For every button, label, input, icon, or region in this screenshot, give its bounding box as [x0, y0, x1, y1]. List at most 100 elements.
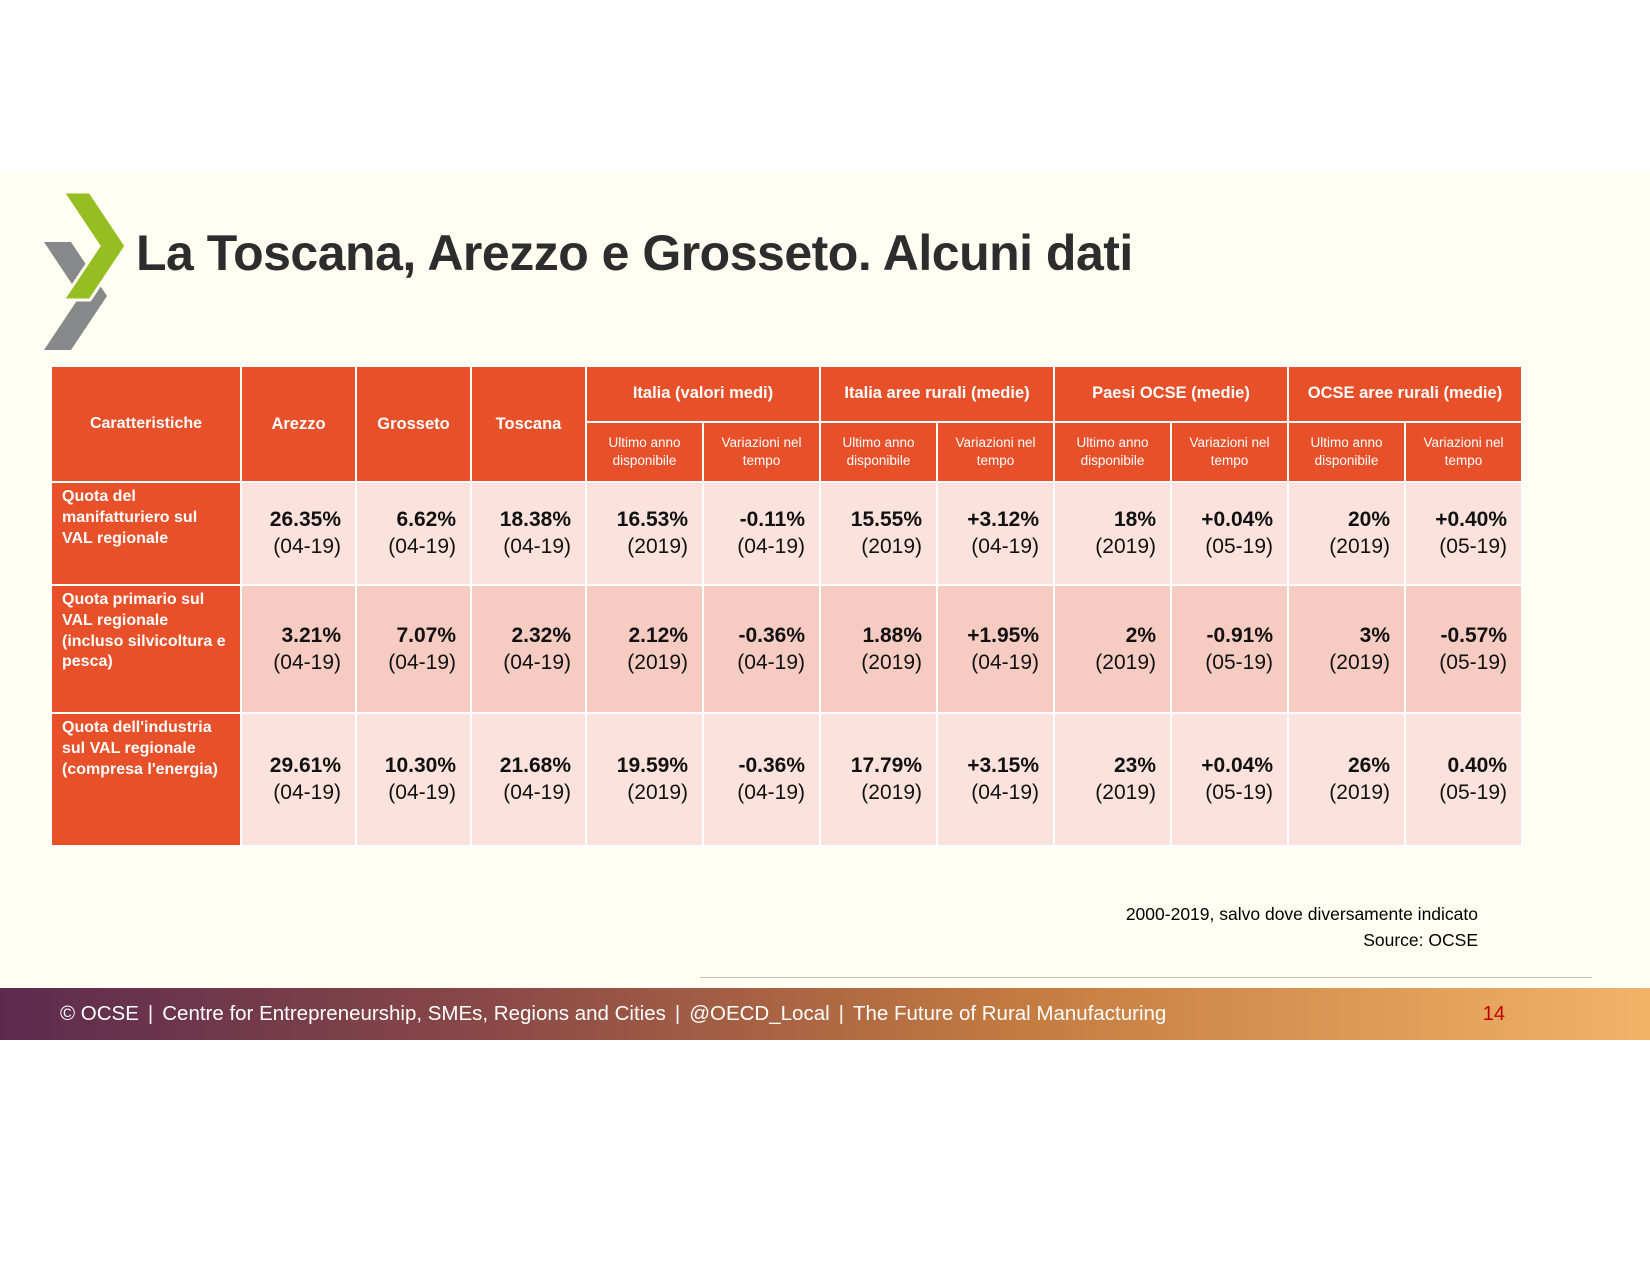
cell-period: (2019) — [1329, 535, 1390, 558]
group-header-ocse-rurali: OCSE aree rurali (medie) — [1287, 365, 1523, 423]
data-cell: 2.32% (04-19) — [470, 584, 587, 714]
cell-period: (05-19) — [1439, 781, 1507, 804]
cell-period: (2019) — [861, 781, 922, 804]
data-cell: 26.35% (04-19) — [240, 481, 357, 586]
cell-value: 6.62% — [396, 508, 456, 531]
cell-value: 29.61% — [269, 754, 341, 777]
data-cell: -0.11% (04-19) — [702, 481, 821, 586]
cell-period: (04-19) — [737, 781, 805, 804]
data-table-wrapper: Caratteristiche Arezzo Grosseto Toscana … — [50, 365, 1523, 847]
group-header-italia-rurali: Italia aree rurali (medie) — [819, 365, 1055, 423]
cell-value: 20% — [1347, 508, 1390, 531]
group-header-italia: Italia (valori medi) — [585, 365, 821, 423]
cell-period: (04-19) — [388, 535, 456, 558]
cell-period: (04-19) — [503, 781, 571, 804]
data-cell: 21.68% (04-19) — [470, 712, 587, 847]
data-cell: +3.12% (04-19) — [936, 481, 1055, 586]
subheader-ultimo-anno: Ultimo anno disponibile — [819, 421, 938, 483]
cell-period: (2019) — [627, 650, 688, 674]
cell-period: (04-19) — [273, 535, 341, 558]
data-cell: 29.61% (04-19) — [240, 712, 357, 847]
cell-period: (04-19) — [971, 535, 1039, 558]
data-cell: -0.57% (05-19) — [1404, 584, 1523, 714]
cell-value: 7.07% — [396, 623, 456, 647]
cell-value: -0.36% — [738, 623, 805, 647]
cell-value: 19.59% — [616, 754, 688, 777]
data-cell: +0.40% (05-19) — [1404, 481, 1523, 586]
cell-value: -0.11% — [739, 508, 805, 531]
cell-period: (05-19) — [1439, 650, 1507, 674]
data-cell: +1.95% (04-19) — [936, 584, 1055, 714]
footer-separator: | — [838, 1002, 844, 1025]
cell-period: (04-19) — [503, 650, 571, 674]
cell-period: (04-19) — [971, 650, 1039, 674]
col-header-arezzo: Arezzo — [240, 365, 357, 483]
cell-value: 26.35% — [269, 508, 341, 531]
cell-value: 18% — [1113, 508, 1156, 531]
data-cell: 0.40% (05-19) — [1404, 712, 1523, 847]
oecd-chevrons-logo — [44, 192, 126, 350]
row-label: Quota del manifatturiero sul VAL regiona… — [50, 481, 242, 586]
table-row: Quota primario sul VAL regionale (inclus… — [50, 584, 1523, 714]
footer-separator: | — [674, 1002, 681, 1025]
corner-header: Caratteristiche — [50, 365, 242, 483]
subheader-ultimo-anno: Ultimo anno disponibile — [1053, 421, 1172, 483]
cell-value: +0.04% — [1201, 508, 1273, 531]
group-header-paesi-ocse: Paesi OCSE (medie) — [1053, 365, 1289, 423]
data-cell: 10.30% (04-19) — [355, 712, 472, 847]
cell-value: 3% — [1359, 623, 1390, 647]
cell-value: 16.53% — [616, 508, 688, 531]
footer-event: The Future of Rural Manufacturing — [852, 1002, 1167, 1025]
cell-period: (04-19) — [737, 650, 805, 674]
cell-period: (05-19) — [1205, 535, 1273, 558]
cell-value: -0.57% — [1440, 623, 1507, 647]
cell-value: -0.91% — [1206, 623, 1273, 647]
data-cell: 17.79% (2019) — [819, 712, 938, 847]
cell-period: (2019) — [627, 535, 688, 558]
cell-period: (04-19) — [971, 781, 1039, 804]
subheader-variazioni: Variazioni nel tempo — [702, 421, 821, 483]
cell-period: (04-19) — [503, 535, 571, 558]
data-cell: +3.15% (04-19) — [936, 712, 1055, 847]
footer-separator: | — [147, 1002, 154, 1025]
source-note: 2000-2019, salvo dove diversamente indic… — [1126, 901, 1478, 953]
data-cell: 26% (2019) — [1287, 712, 1406, 847]
data-cell: 18.38% (04-19) — [470, 481, 587, 586]
data-cell: -0.36% (04-19) — [702, 584, 821, 714]
data-cell: 16.53% (2019) — [585, 481, 704, 586]
data-cell: 2.12% (2019) — [585, 584, 704, 714]
note-period: 2000-2019, salvo dove diversamente indic… — [1125, 904, 1478, 924]
data-cell: 3.21% (04-19) — [240, 584, 357, 714]
cell-value: +3.12% — [967, 508, 1039, 531]
cell-period: (2019) — [1329, 650, 1390, 674]
cell-value: 2% — [1125, 623, 1156, 647]
table-row: Quota del manifatturiero sul VAL regiona… — [50, 481, 1523, 586]
cell-value: +0.04% — [1201, 754, 1273, 777]
note-source: Source: OCSE — [1363, 930, 1478, 950]
cell-value: 23% — [1113, 754, 1156, 777]
cell-period: (2019) — [861, 535, 922, 558]
cell-period: (2019) — [1095, 650, 1156, 674]
data-cell: 1.88% (2019) — [819, 584, 938, 714]
cell-value: +3.15% — [967, 754, 1039, 777]
cell-value: 21.68% — [499, 754, 571, 777]
cell-value: 2.32% — [511, 623, 571, 647]
cell-period: (2019) — [1095, 535, 1156, 558]
cell-period: (2019) — [861, 650, 922, 674]
data-cell: 18% (2019) — [1053, 481, 1172, 586]
cell-period: (2019) — [1095, 781, 1156, 804]
data-cell: +0.04% (05-19) — [1170, 481, 1289, 586]
data-cell: +0.04% (05-19) — [1170, 712, 1289, 847]
data-table: Caratteristiche Arezzo Grosseto Toscana … — [50, 365, 1523, 847]
cell-value: 1.88% — [862, 623, 922, 647]
cell-value: +1.95% — [967, 623, 1039, 647]
subheader-ultimo-anno: Ultimo anno disponibile — [585, 421, 704, 483]
table-row: Quota dell'industria sul VAL regionale (… — [50, 712, 1523, 847]
cell-value: 18.38% — [499, 508, 571, 531]
col-header-grosseto: Grosseto — [355, 365, 472, 483]
data-cell: 7.07% (04-19) — [355, 584, 472, 714]
data-cell: 20% (2019) — [1287, 481, 1406, 586]
cell-value: 15.55% — [850, 508, 922, 531]
cell-value: 2.12% — [628, 623, 688, 647]
